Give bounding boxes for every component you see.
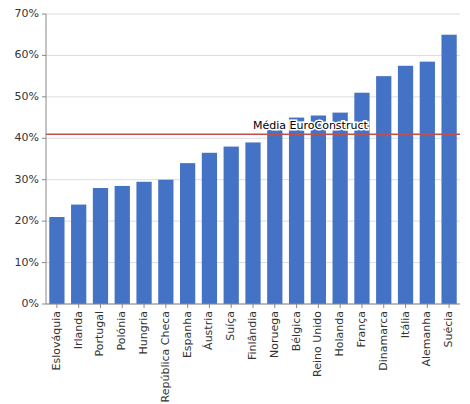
x-tick-label: França <box>355 311 368 348</box>
bar <box>115 186 130 304</box>
mean-line <box>46 133 460 135</box>
y-axis-line <box>46 14 47 304</box>
x-tick <box>274 304 275 308</box>
x-tick <box>318 304 319 308</box>
x-tick-label: Alemanha <box>420 311 433 367</box>
x-tick-label: Espanha <box>181 311 194 358</box>
y-tick-label: 0% <box>22 297 39 310</box>
x-tick <box>100 304 101 308</box>
x-tick-label: Holanda <box>333 311 346 357</box>
x-tick <box>122 304 123 308</box>
mean-label: Média EuroConstruct <box>253 119 368 132</box>
bars <box>49 35 456 304</box>
x-tick-label: Áustria <box>202 311 215 350</box>
bar <box>398 66 413 304</box>
x-tick <box>253 304 254 308</box>
x-tick <box>187 304 188 308</box>
bar <box>245 142 260 304</box>
x-tick-label: Hungria <box>137 311 150 355</box>
bar <box>136 182 151 304</box>
x-tick <box>78 304 79 308</box>
x-tick <box>56 304 57 308</box>
x-tick <box>165 304 166 308</box>
bar <box>202 153 217 304</box>
bar <box>311 116 326 305</box>
x-tick-label: Suíça <box>224 311 237 341</box>
bar <box>71 205 86 304</box>
x-tick-label: Eslováquia <box>50 311 63 370</box>
y-tick-label: 40% <box>15 131 39 144</box>
x-tick <box>427 304 428 308</box>
y-tick-label: 50% <box>15 90 39 103</box>
chart: 0% 10% 20% 30% 40% 50% 60% 70% Média EuroConstru… <box>0 0 470 404</box>
bar <box>376 76 391 304</box>
x-tick-label: Finlândia <box>246 311 259 360</box>
x-tick-label: República Checa <box>159 311 172 402</box>
x-tick-label: Dinamarca <box>377 311 390 371</box>
x-tick <box>144 304 145 308</box>
y-tick-label: 10% <box>15 256 39 269</box>
grid-line <box>46 14 460 15</box>
bar <box>93 188 108 304</box>
chart-container: 0% 10% 20% 30% 40% 50% 60% 70% Média EuroConstru… <box>0 0 470 404</box>
y-tick <box>42 179 46 180</box>
x-tick <box>449 304 450 308</box>
y-tick-label: 30% <box>15 173 39 186</box>
x-axis: Eslováquia Irlanda Portugal Polónia Hungria R… <box>50 304 455 402</box>
x-tick-label: Irlanda <box>72 311 85 349</box>
x-tick-label: Itália <box>399 311 412 338</box>
x-tick-label: Polónia <box>115 311 128 351</box>
x-tick <box>405 304 406 308</box>
y-tick-label: 20% <box>15 214 39 227</box>
y-tick <box>42 96 46 97</box>
x-tick <box>209 304 210 308</box>
bar <box>441 35 456 304</box>
bar <box>49 217 64 304</box>
x-tick <box>361 304 362 308</box>
x-tick-label: Reino Unido <box>311 311 324 377</box>
y-axis: 0% 10% 20% 30% 40% 50% 60% 70% <box>15 7 46 310</box>
x-tick <box>383 304 384 308</box>
y-grid <box>46 14 460 304</box>
x-tick-label: Bélgica <box>290 311 303 351</box>
x-tick-label: Noruega <box>268 311 281 358</box>
reference-line-group <box>46 134 460 135</box>
bar <box>224 147 239 304</box>
y-tick <box>42 14 46 15</box>
bar <box>267 130 282 304</box>
y-tick <box>42 221 46 222</box>
x-tick <box>296 304 297 308</box>
bar <box>180 163 195 304</box>
bar <box>333 113 348 304</box>
y-tick <box>42 138 46 139</box>
x-tick <box>340 304 341 308</box>
y-tick <box>42 262 46 263</box>
y-tick-label: 60% <box>15 48 39 61</box>
x-tick-label: Portugal <box>93 311 106 357</box>
bar <box>158 180 173 304</box>
bar <box>420 62 435 304</box>
y-tick-label: 70% <box>15 7 39 20</box>
x-tick <box>231 304 232 308</box>
y-tick <box>42 304 46 305</box>
y-tick <box>42 55 46 56</box>
bar <box>289 118 304 304</box>
grid-line <box>46 55 460 56</box>
x-tick-label: Suécia <box>442 311 455 348</box>
